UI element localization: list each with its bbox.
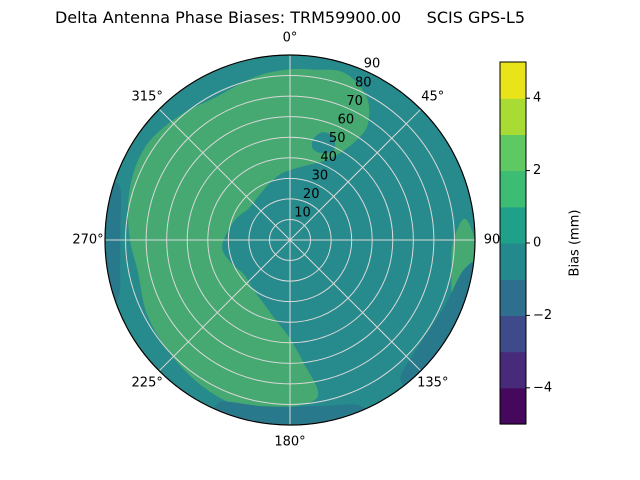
colorbar-tick-label: 0 bbox=[533, 236, 541, 251]
colorbar-tick-label: −2 bbox=[533, 308, 552, 323]
angular-tick-label: 135° bbox=[417, 375, 448, 390]
radial-tick-label: 20 bbox=[303, 187, 320, 202]
radial-tick-label: 40 bbox=[320, 150, 337, 165]
angular-tick-label: 315° bbox=[132, 90, 163, 105]
grid-spoke bbox=[158, 239, 291, 372]
angular-tick-label: 270° bbox=[72, 233, 103, 248]
radial-tick-label: 60 bbox=[338, 113, 355, 128]
grid-spoke bbox=[158, 108, 291, 241]
angular-tick-label: 0° bbox=[283, 31, 298, 46]
colorbar: −4 −2 0 2 4 Bias (mm) bbox=[499, 61, 583, 425]
colorbar-tick-label: −4 bbox=[533, 380, 552, 395]
colorbar-band bbox=[500, 279, 526, 316]
colorbar-band bbox=[500, 170, 526, 208]
angular-tick-label: 45° bbox=[421, 90, 444, 105]
colorbar-band bbox=[500, 62, 526, 99]
radial-tick-label: 30 bbox=[312, 169, 329, 184]
polar-grid bbox=[104, 54, 476, 426]
colorbar-axis-label: Bias (mm) bbox=[568, 210, 583, 277]
radial-tick-label: 50 bbox=[329, 131, 346, 146]
radial-tick-labels: 10 20 30 40 50 60 70 80 90 bbox=[294, 57, 380, 221]
colorbar-tick-label: 4 bbox=[533, 91, 541, 106]
angular-tick-label: 225° bbox=[132, 375, 163, 390]
colorbar-tick-label: 2 bbox=[533, 163, 541, 178]
colorbar-band bbox=[500, 243, 526, 280]
colorbar-band bbox=[500, 134, 526, 172]
grid-spoke bbox=[289, 108, 422, 241]
colorbar-band bbox=[500, 351, 526, 389]
radial-tick-label: 80 bbox=[355, 75, 372, 90]
angular-tick-labels: 0° 45° 90 135° 180° 225° 270° 315° bbox=[72, 31, 500, 450]
contour-region-dark-east-rim bbox=[400, 260, 475, 386]
chart-title: Delta Antenna Phase Biases: TRM59900.00 … bbox=[54, 8, 526, 27]
radial-tick-label: 90 bbox=[364, 57, 381, 72]
contour-region-dark-west-rim bbox=[105, 181, 122, 305]
polar-spine bbox=[104, 54, 476, 426]
grid-spoke bbox=[289, 239, 422, 372]
angular-tick-label: 90 bbox=[484, 233, 501, 248]
colorbar-band bbox=[500, 315, 526, 353]
colorbar-band bbox=[500, 98, 526, 135]
colorbar-band bbox=[500, 387, 526, 425]
radial-tick-label: 10 bbox=[294, 206, 311, 221]
contour-region-green-annulus bbox=[127, 69, 370, 410]
angular-tick-label: 180° bbox=[274, 435, 305, 450]
colorbar-band bbox=[500, 206, 526, 244]
radial-tick-label: 70 bbox=[346, 94, 363, 109]
